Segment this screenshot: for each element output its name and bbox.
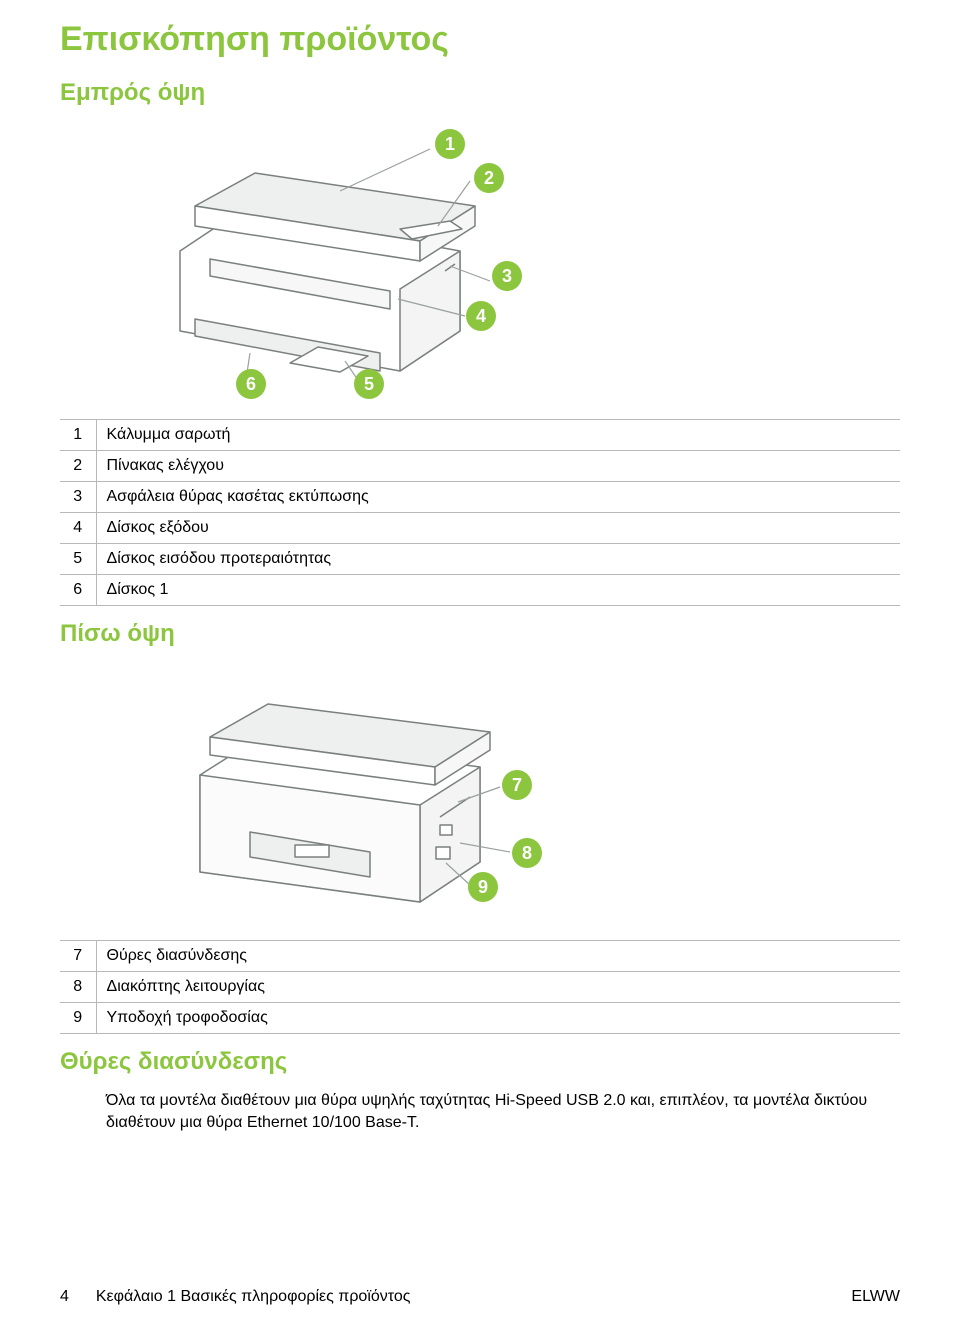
front-diagram: 1 2 3 4 5 6 bbox=[60, 121, 900, 401]
callout-3: 3 bbox=[492, 261, 522, 291]
callout-7: 7 bbox=[502, 770, 532, 800]
page-footer: 4 Κεφάλαιο 1 Βασικές πληροφορίες προϊόντ… bbox=[60, 1288, 900, 1306]
footer-lang: ELWW bbox=[851, 1288, 900, 1306]
front-row-num: 3 bbox=[60, 482, 96, 513]
heading-ports: Θύρες διασύνδεσης bbox=[60, 1048, 900, 1076]
front-row-num: 6 bbox=[60, 575, 96, 606]
ports-paragraph: Όλα τα μοντέλα διαθέτουν μια θύρα υψηλής… bbox=[106, 1090, 900, 1135]
back-row-desc: Υποδοχή τροφοδοσίας bbox=[96, 1003, 900, 1034]
front-row-desc: Δίσκος 1 bbox=[96, 575, 900, 606]
back-row-desc: Διακόπτης λειτουργίας bbox=[96, 972, 900, 1003]
page-title: Επισκόπηση προϊόντος bbox=[60, 20, 900, 59]
footer-chapter: Κεφάλαιο 1 Βασικές πληροφορίες προϊόντος bbox=[96, 1288, 411, 1305]
back-row-desc: Θύρες διασύνδεσης bbox=[96, 941, 900, 972]
front-row-desc: Κάλυμμα σαρωτή bbox=[96, 420, 900, 451]
front-row-num: 2 bbox=[60, 451, 96, 482]
footer-page-number: 4 bbox=[60, 1288, 69, 1305]
back-table: 7Θύρες διασύνδεσης 8Διακόπτης λειτουργία… bbox=[60, 940, 900, 1034]
callout-6: 6 bbox=[236, 369, 266, 399]
back-row-num: 9 bbox=[60, 1003, 96, 1034]
front-row-num: 1 bbox=[60, 420, 96, 451]
back-row-num: 7 bbox=[60, 941, 96, 972]
heading-front: Εμπρός όψη bbox=[60, 79, 900, 107]
callout-2: 2 bbox=[474, 163, 504, 193]
front-row-desc: Ασφάλεια θύρας κασέτας εκτύπωσης bbox=[96, 482, 900, 513]
back-diagram: 7 8 9 bbox=[60, 662, 900, 922]
callout-9: 9 bbox=[468, 872, 498, 902]
front-row-desc: Πίνακας ελέγχου bbox=[96, 451, 900, 482]
callout-5: 5 bbox=[354, 369, 384, 399]
front-row-num: 4 bbox=[60, 513, 96, 544]
callout-1: 1 bbox=[435, 129, 465, 159]
front-row-num: 5 bbox=[60, 544, 96, 575]
front-row-desc: Δίσκος εισόδου προτεραιότητας bbox=[96, 544, 900, 575]
front-row-desc: Δίσκος εξόδου bbox=[96, 513, 900, 544]
callout-4: 4 bbox=[466, 301, 496, 331]
heading-back: Πίσω όψη bbox=[60, 620, 900, 648]
back-row-num: 8 bbox=[60, 972, 96, 1003]
front-table: 1Κάλυμμα σαρωτή 2Πίνακας ελέγχου 3Ασφάλε… bbox=[60, 419, 900, 606]
callout-8: 8 bbox=[512, 838, 542, 868]
